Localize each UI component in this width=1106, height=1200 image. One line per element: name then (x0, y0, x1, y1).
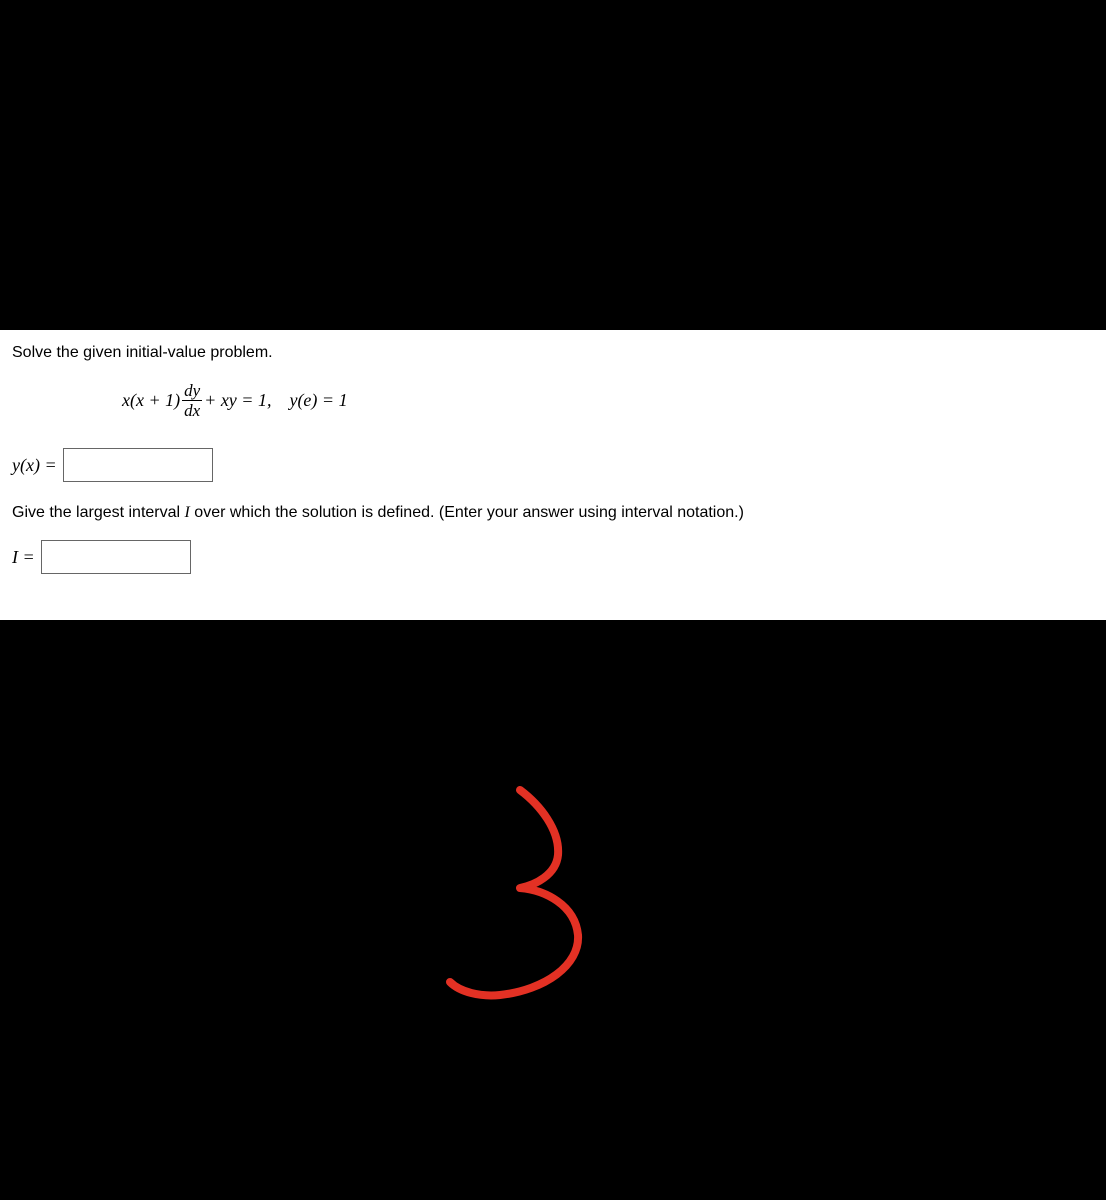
annotation-stroke (450, 790, 578, 995)
annotation-svg (430, 770, 630, 1010)
equation-lhs-pre: x(x + 1) (122, 390, 180, 411)
equation: x(x + 1) dy dx + xy = 1, y(e) = 1 (122, 380, 1094, 420)
interval-prompt: Give the largest interval I over which t… (12, 504, 1094, 522)
i-input[interactable] (41, 540, 191, 574)
equation-lhs-post: + xy = 1, (204, 390, 271, 411)
yx-input[interactable] (63, 448, 213, 482)
i-label: I = (12, 547, 35, 568)
yx-label: y(x) = (12, 455, 57, 476)
interval-prompt-text-post: over which the solution is defined. (Ent… (190, 504, 744, 521)
fraction-numerator: dy (182, 382, 202, 400)
handwritten-annotation (430, 770, 630, 1010)
problem-panel: Solve the given initial-value problem. x… (0, 330, 1106, 620)
yx-answer-row: y(x) = (12, 448, 1094, 482)
fraction-denominator: dx (182, 400, 202, 419)
problem-prompt: Solve the given initial-value problem. (12, 344, 1094, 362)
initial-condition: y(e) = 1 (289, 390, 347, 411)
interval-prompt-text-pre: Give the largest interval (12, 504, 185, 521)
equation-fraction: dy dx (182, 382, 202, 419)
i-answer-row: I = (12, 540, 1094, 574)
